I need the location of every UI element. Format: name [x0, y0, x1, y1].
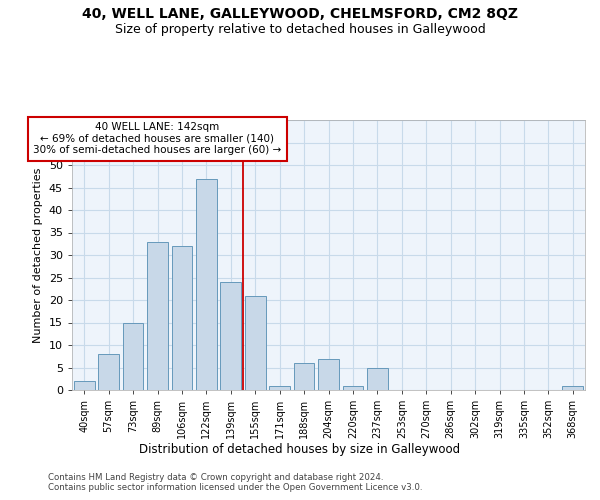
Bar	[293, 363, 314, 390]
Bar	[343, 386, 364, 390]
Text: Contains HM Land Registry data © Crown copyright and database right 2024.: Contains HM Land Registry data © Crown c…	[48, 472, 383, 482]
Bar	[172, 246, 193, 390]
Text: Size of property relative to detached houses in Galleywood: Size of property relative to detached ho…	[115, 22, 485, 36]
Bar	[269, 386, 290, 390]
Bar	[147, 242, 168, 390]
Bar	[245, 296, 266, 390]
Text: Contains public sector information licensed under the Open Government Licence v3: Contains public sector information licen…	[48, 484, 422, 492]
Bar	[318, 358, 339, 390]
Bar	[196, 178, 217, 390]
Bar	[562, 386, 583, 390]
Bar	[74, 381, 95, 390]
Bar	[98, 354, 119, 390]
Text: 40 WELL LANE: 142sqm
← 69% of detached houses are smaller (140)
30% of semi-deta: 40 WELL LANE: 142sqm ← 69% of detached h…	[34, 122, 281, 156]
Bar	[367, 368, 388, 390]
Bar	[122, 322, 143, 390]
Text: 40, WELL LANE, GALLEYWOOD, CHELMSFORD, CM2 8QZ: 40, WELL LANE, GALLEYWOOD, CHELMSFORD, C…	[82, 8, 518, 22]
Y-axis label: Number of detached properties: Number of detached properties	[33, 168, 43, 342]
Text: Distribution of detached houses by size in Galleywood: Distribution of detached houses by size …	[139, 442, 461, 456]
Bar	[220, 282, 241, 390]
